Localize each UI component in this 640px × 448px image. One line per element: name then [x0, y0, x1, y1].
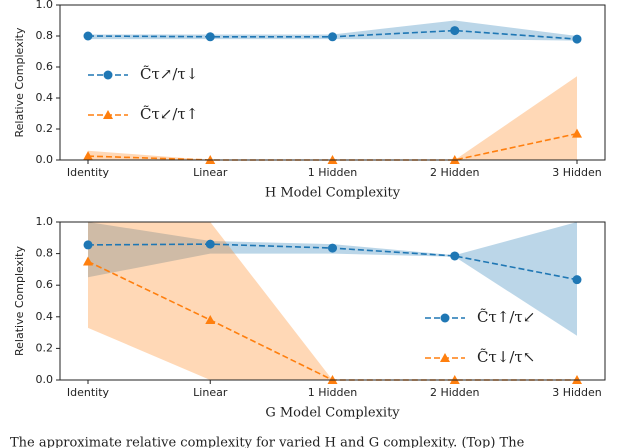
y-axis-title: Relative Complexity: [13, 246, 26, 356]
y-tick-label: 1.0: [36, 0, 54, 11]
y-tick-label: 0.0: [36, 153, 54, 166]
y-tick-label: 0.6: [36, 278, 54, 291]
data-point: [83, 256, 93, 266]
x-tick-label: 1 Hidden: [308, 166, 358, 179]
data-point: [450, 251, 460, 261]
y-tick-label: 0.6: [36, 60, 54, 73]
data-point: [205, 314, 216, 324]
x-tick-label: 2 Hidden: [430, 386, 480, 399]
data-point: [83, 151, 93, 161]
legend-marker: [103, 70, 113, 80]
y-tick-label: 0.2: [36, 341, 54, 354]
x-tick-label: 3 Hidden: [552, 166, 602, 179]
y-tick-label: 0.8: [36, 29, 54, 42]
legend-label: C̃τ↓/τ↖: [477, 348, 535, 366]
legend-label: C̃τ↑/τ↙: [477, 308, 535, 326]
y-tick-label: 0.0: [36, 373, 54, 386]
x-tick-label: Linear: [193, 386, 228, 399]
data-point: [572, 275, 582, 285]
data-point: [572, 34, 582, 44]
x-tick-label: 2 Hidden: [430, 166, 480, 179]
legend-marker: [103, 110, 113, 119]
plot-frame: [59, 221, 606, 381]
x-axis-title: H Model Complexity: [265, 186, 401, 201]
data-point: [328, 32, 337, 42]
data-point: [205, 32, 215, 42]
x-axis-title: G Model Complexity: [265, 406, 400, 421]
y-tick-label: 0.4: [36, 310, 54, 323]
legend-label: C̃τ↗/τ↓: [140, 65, 198, 83]
confidence-band: [88, 222, 577, 380]
x-tick-label: Identity: [67, 166, 110, 179]
caption: The approximate relative complexity for …: [10, 436, 525, 448]
legend-marker: [440, 313, 450, 323]
x-tick-label: 3 Hidden: [552, 386, 602, 399]
x-tick-label: 1 Hidden: [308, 386, 358, 399]
legend-marker: [440, 353, 450, 362]
y-tick-label: 0.8: [36, 247, 54, 260]
confidence-band: [88, 76, 577, 160]
data-point: [83, 31, 93, 41]
data-point: [450, 26, 460, 36]
data-point: [83, 240, 93, 250]
data-point: [205, 239, 215, 249]
x-tick-label: Identity: [67, 386, 110, 399]
data-point: [328, 243, 337, 253]
y-tick-label: 0.4: [36, 91, 54, 104]
y-axis-title: Relative Complexity: [13, 27, 26, 137]
data-point: [572, 128, 582, 138]
legend-label: C̃τ↙/τ↑: [140, 105, 198, 123]
y-tick-label: 1.0: [36, 215, 54, 228]
y-tick-label: 0.2: [36, 122, 54, 135]
x-tick-label: Linear: [193, 166, 228, 179]
plot-frame: [59, 4, 606, 161]
confidence-band: [88, 222, 577, 336]
